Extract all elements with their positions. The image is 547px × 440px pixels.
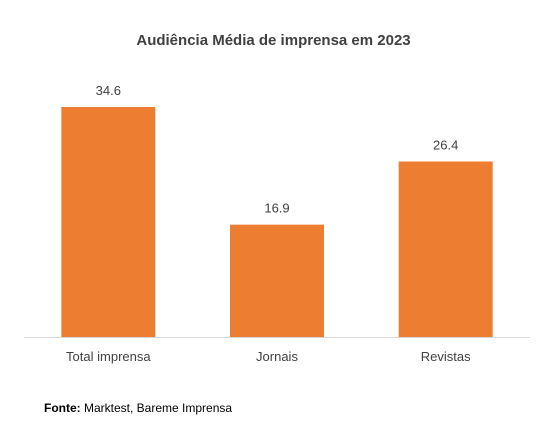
chart-title: Audiência Média de imprensa em 2023 xyxy=(136,32,411,49)
data-label-0: 34.6 xyxy=(96,83,121,98)
bar-1 xyxy=(230,224,324,337)
source-label: Fonte: xyxy=(44,401,81,415)
category-label-0: Total imprensa xyxy=(66,349,151,364)
bar-2 xyxy=(398,161,493,337)
data-label-1: 16.9 xyxy=(264,201,289,216)
source-text: Marktest, Bareme Imprensa xyxy=(84,401,233,415)
bar-0 xyxy=(61,107,156,337)
category-label-1: Jornais xyxy=(256,349,298,364)
category-label-2: Revistas xyxy=(421,349,471,364)
source-note: Fonte: Marktest, Bareme Imprensa xyxy=(44,401,232,415)
data-label-2: 26.4 xyxy=(433,138,458,153)
